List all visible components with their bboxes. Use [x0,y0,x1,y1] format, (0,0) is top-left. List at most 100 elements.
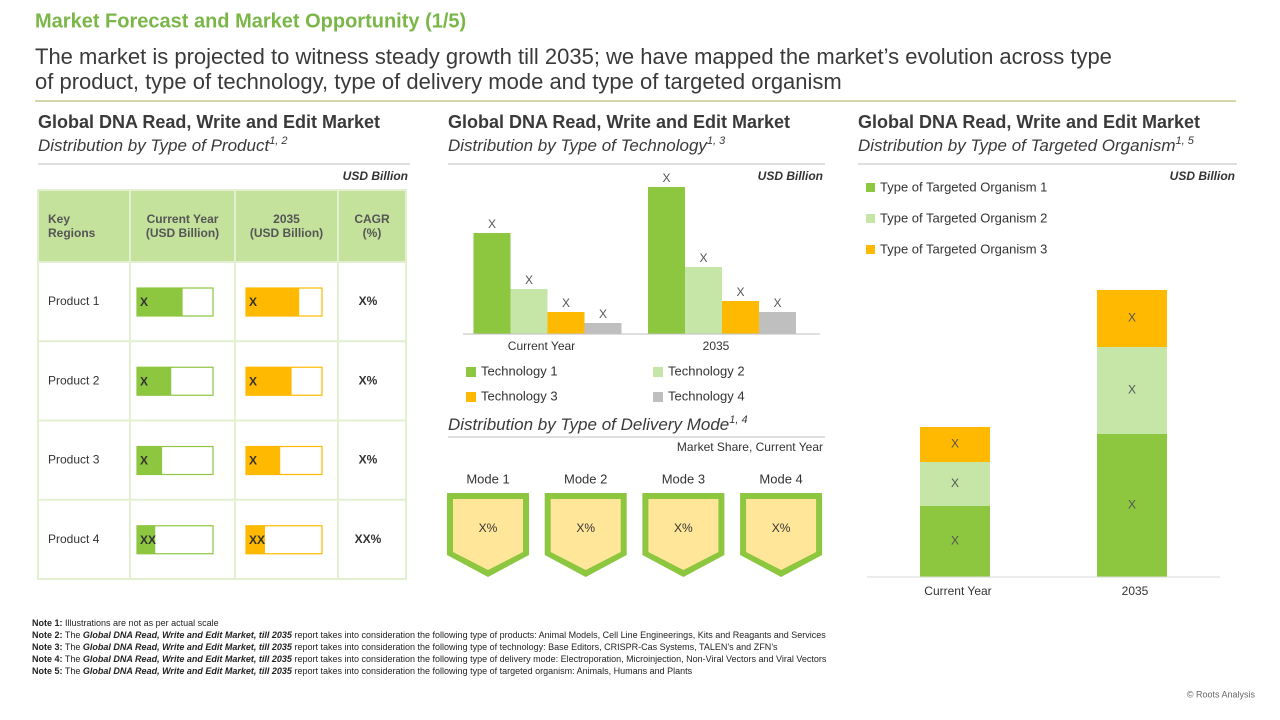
bar-segment [1097,290,1167,347]
bar [584,323,622,334]
value-label: X [1128,498,1136,512]
report-name: Global DNA Read, Write and Edit Market, … [83,654,293,664]
value-label: X [1128,383,1136,397]
subtitle-text: Distribution by Type of Targeted Organis… [858,136,1175,155]
panel-subtitle: Distribution by Type of Technology1, 3 [448,135,726,156]
panel-title: Global DNA Read, Write and Edit Market [448,112,790,132]
row-label: Product 3 [48,453,100,467]
bar-fill [137,446,163,475]
note: Note 4: The Global DNA Read, Write and E… [32,654,827,664]
note-ref: 1, 5 [1175,135,1194,147]
note-text: The [65,666,81,676]
legend-swatch [466,367,476,377]
shield-inner [453,499,523,570]
column-header: Regions [48,226,96,240]
value-label: X [525,273,533,287]
unit-label: USD Billion [1170,169,1235,183]
note-label: Note 2: [32,630,63,640]
bar-segment [920,427,990,462]
bar-label: X [249,454,257,468]
legend-swatch [866,183,875,192]
bar-segment [920,462,990,506]
legend-label: Technology 4 [668,388,745,403]
bar [685,267,722,334]
mode-value: X% [479,521,498,535]
subtitle-text: Distribution by Type of Technology [448,136,708,155]
legend-label: Type of Targeted Organism 1 [880,179,1047,194]
note: Note 3: The Global DNA Read, Write and E… [32,642,778,652]
mode-value: X% [772,521,791,535]
note-text: report takes into consideration the foll… [294,654,826,664]
column-header: (%) [363,226,382,240]
bar-segment [920,506,990,577]
table-header [38,190,406,262]
row-label: Product 4 [48,532,100,546]
note-text: Illustrations are not as per actual scal… [65,618,219,628]
shield-inner [648,499,719,570]
column-header: 2035 [273,212,300,226]
legend-label: Technology 1 [481,363,558,378]
report-name: Global DNA Read, Write and Edit Market, … [83,666,293,676]
column-header: (USD Billion) [250,226,323,240]
note-label: Note 3: [32,642,63,652]
slide-subtitle: of product, type of technology, type of … [35,69,842,94]
bar-fill [246,288,300,316]
report-name: Global DNA Read, Write and Edit Market, … [83,630,293,640]
note-ref: 1, 3 [707,135,726,147]
section-title-text: Distribution by Type of Delivery Mode [448,415,729,434]
mode-label: Mode 2 [564,471,607,486]
value-label: X [1128,311,1136,325]
note-text: The [65,654,81,664]
column-header: Current Year [147,212,219,226]
mode-value: X% [576,521,595,535]
shield-inner [746,499,817,570]
value-label: X [599,307,607,321]
legend-swatch [866,245,875,254]
section-title: Distribution by Type of Delivery Mode1, … [448,414,748,435]
bar-label: X [140,374,148,388]
bar-label: X [140,295,148,309]
bar-label: XX [140,533,156,547]
bar-fill [137,525,156,554]
table-frame [37,189,407,580]
bar-segment [1097,434,1167,577]
value-label: X [662,171,670,185]
note-ref: 1, 4 [729,414,747,426]
legend-swatch [653,392,663,402]
slide-title: Market Forecast and Market Opportunity (… [35,10,466,32]
mode-label: Mode 4 [759,471,802,486]
bar [722,301,759,334]
legend-label: Technology 3 [481,388,558,403]
legend-swatch [866,214,875,223]
bar-fill [137,288,183,316]
column-header: (USD Billion) [146,226,219,240]
value-label: X [562,296,570,310]
cagr-label: X% [359,453,378,467]
slide-subtitle: The market is projected to witness stead… [35,44,1112,69]
panel-subtitle: Distribution by Type of Targeted Organis… [858,135,1195,156]
note-ref: 1, 2 [269,135,287,147]
panel-title: Global DNA Read, Write and Edit Market [858,112,1200,132]
note-label: Note 1: [32,618,63,628]
x-tick-label: 2035 [703,339,730,353]
x-tick-label: 2035 [1122,584,1149,598]
bar-fill [246,367,292,396]
bar-fill [246,525,265,554]
subtitle-text: Distribution by Type of Product [38,136,270,155]
note: Note 2: The Global DNA Read, Write and E… [32,630,826,640]
legend-label: Technology 2 [668,363,745,378]
note-text: The [65,642,81,652]
value-label: X [699,251,707,265]
bar-segment [1097,347,1167,434]
footer: © Roots Analysis [1187,689,1256,699]
note-label: Note 4: [32,654,63,664]
x-tick-label: Current Year [924,584,991,598]
bar-label: X [249,374,257,388]
cagr-label: X% [359,373,378,387]
bar [759,312,796,334]
bar-fill [246,446,281,475]
panel-title: Global DNA Read, Write and Edit Market [38,112,380,132]
mode-label: Mode 3 [662,471,705,486]
bar [547,312,585,334]
